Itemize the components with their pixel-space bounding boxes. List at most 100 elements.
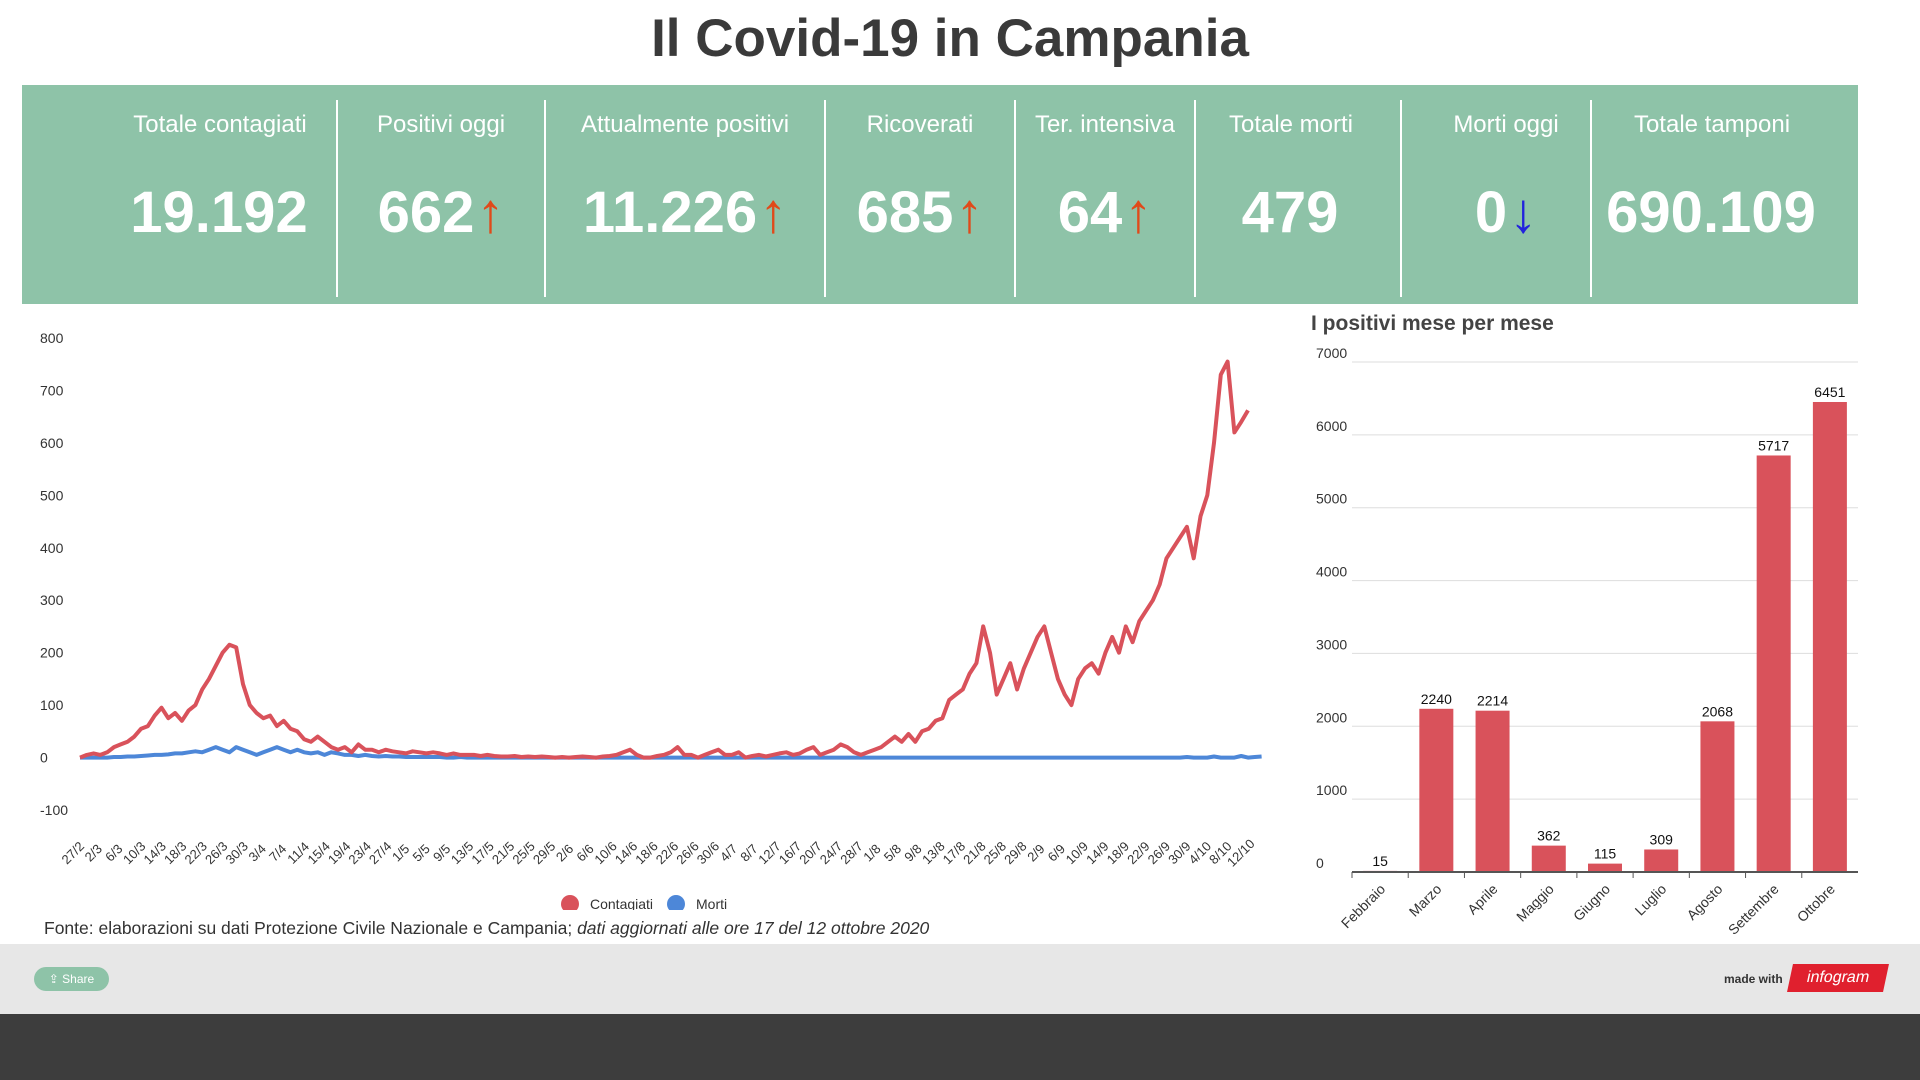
bar-value-label-6: 2068: [1702, 703, 1733, 719]
y-tick-label-3: 200: [40, 645, 64, 661]
bar-y-tick-label-2: 2000: [1316, 709, 1347, 725]
divider: [824, 100, 826, 297]
x-tick-label-47: 2/9: [1024, 841, 1047, 864]
bar-category-label-6: Agosto: [1683, 881, 1725, 923]
legend-swatch-0: [561, 895, 579, 910]
stat-label: Attualmente positivi: [580, 111, 790, 138]
stat-label: Morti oggi: [1453, 111, 1559, 138]
x-tick-label-10: 7/4: [266, 841, 289, 864]
infogram-logo[interactable]: infogram: [1787, 964, 1889, 992]
x-tick-label-32: 4/7: [717, 841, 740, 864]
bottom-bar: [0, 1014, 1920, 1080]
divider: [1194, 100, 1196, 297]
y-tick-label-0: -100: [40, 802, 68, 818]
share-icon: ⇪: [48, 972, 63, 986]
bar-category-label-0: Febbraio: [1338, 881, 1389, 932]
series-line-contagiati: [79, 359, 1250, 760]
page-title: Il Covid-19 in Campania: [651, 9, 1249, 68]
x-tick-label-1: 2/3: [82, 841, 105, 864]
bar-aprile: [1475, 710, 1510, 872]
bar-ottobre: [1812, 401, 1847, 872]
x-tick-label-25: 6/6: [573, 841, 596, 864]
bar-value-label-1: 2240: [1421, 691, 1452, 707]
x-tick-label-2: 6/3: [102, 841, 125, 864]
arrow-up-icon: ↑: [1124, 181, 1153, 244]
arrow-up-icon: ↑: [759, 181, 788, 244]
bar-y-tick-label-4: 4000: [1316, 564, 1347, 580]
stat-value: 662↑: [377, 180, 505, 245]
series-line-morti: [80, 745, 1262, 760]
y-tick-label-8: 700: [40, 382, 64, 398]
x-tick-label-40: 5/8: [881, 841, 904, 864]
stat-label: Positivi oggi: [376, 111, 506, 138]
stat-label: Totale morti: [1228, 111, 1354, 138]
stat-totale-tamponi: Totale tamponi 690.109: [1592, 85, 1832, 304]
y-tick-label-1: 0: [40, 750, 48, 766]
y-tick-label-5: 400: [40, 540, 64, 556]
stat-label: Totale tamponi: [1633, 111, 1791, 138]
arrow-down-icon: ↓: [1509, 181, 1538, 244]
bar-chart: I positivi mese per mese 0 1000 2000 3000 400…: [1311, 312, 1858, 938]
bar-chart-title: I positivi mese per mese: [1311, 312, 1554, 335]
bar-giugno: [1588, 863, 1622, 872]
stat-totale-morti: Totale morti 479: [1196, 85, 1386, 304]
x-tick-label-18: 9/5: [430, 841, 453, 864]
bar-category-label-2: Aprile: [1464, 881, 1501, 918]
bar-category-label-1: Marzo: [1406, 881, 1445, 920]
bar-maggio: [1531, 845, 1566, 872]
x-tick-label-17: 5/5: [409, 841, 432, 864]
stats-panel: Totale contagiati 19.192 Positivi oggi 6…: [22, 85, 1858, 304]
bar-category-label-5: Luglio: [1632, 881, 1670, 919]
stat-morti-oggi: Morti oggi 0↓: [1402, 85, 1610, 304]
bar-marzo: [1419, 708, 1454, 872]
bar-category-label-8: Ottobre: [1794, 881, 1838, 925]
divider: [544, 100, 546, 297]
legend-label-1: Morti: [696, 896, 727, 910]
stat-ricoverati: Ricoverati 685↑: [826, 85, 1014, 304]
source-note: Fonte: elaborazioni su dati Protezione C…: [44, 918, 930, 938]
share-button[interactable]: ⇪ Share: [34, 967, 109, 991]
bar-category-label-7: Settembre: [1725, 881, 1782, 938]
arrow-up-icon: ↑: [476, 181, 505, 244]
stat-ter-intensiva: Ter. intensiva 64↑: [1016, 85, 1194, 304]
bar-value-label-2: 2214: [1477, 693, 1508, 709]
legend-swatch-1: [667, 895, 685, 910]
line-chart: -100010020030040050060070080027/22/36/31…: [40, 330, 1262, 910]
stat-value: 11.226↑: [582, 180, 788, 245]
divider: [336, 100, 338, 297]
bar-y-tick-label-5: 5000: [1316, 491, 1347, 507]
bar-y-tick-label-3: 3000: [1316, 636, 1347, 652]
bar-value-label-0: 15: [1372, 853, 1388, 869]
stat-value: 479: [1241, 180, 1339, 245]
bar-value-label-7: 5717: [1758, 437, 1789, 453]
x-tick-label-57: 12/10: [1224, 836, 1258, 870]
bar-settembre: [1756, 455, 1791, 872]
stat-attualmente-positivi: Attualmente positivi 11.226↑: [546, 85, 824, 304]
bar-category-label-3: Maggio: [1513, 881, 1557, 925]
x-tick-label-41: 9/8: [901, 841, 924, 864]
y-tick-label-6: 500: [40, 487, 64, 503]
y-tick-label-7: 600: [40, 435, 64, 451]
divider: [1014, 100, 1016, 297]
bar-y-tick-label-6: 6000: [1316, 418, 1347, 434]
stat-value: 64↑: [1057, 180, 1153, 245]
stat-totale-contagiati: Totale contagiati 19.192: [70, 85, 370, 304]
stat-value: 19.192: [130, 180, 308, 245]
bar-y-tick-label-7: 7000: [1316, 345, 1347, 361]
stat-label: Totale contagiati: [133, 111, 307, 138]
stat-positivi-oggi: Positivi oggi 662↑: [338, 85, 544, 304]
stat-value: 685↑: [856, 180, 984, 245]
stat-label: Ter. intensiva: [1034, 111, 1176, 138]
x-tick-label-48: 6/9: [1045, 841, 1068, 864]
stat-label: Ricoverati: [866, 111, 974, 138]
legend-label-0: Contagiati: [590, 896, 653, 910]
bar-agosto: [1700, 721, 1735, 872]
x-tick-label-24: 2/6: [553, 841, 576, 864]
x-tick-label-39: 1/8: [860, 841, 883, 864]
bar-category-label-4: Giugno: [1570, 881, 1613, 924]
y-tick-label-4: 300: [40, 592, 64, 608]
divider: [1590, 100, 1592, 297]
stat-value: 690.109: [1606, 180, 1816, 245]
x-tick-label-9: 3/4: [246, 841, 269, 864]
bar-value-label-3: 362: [1537, 828, 1561, 844]
